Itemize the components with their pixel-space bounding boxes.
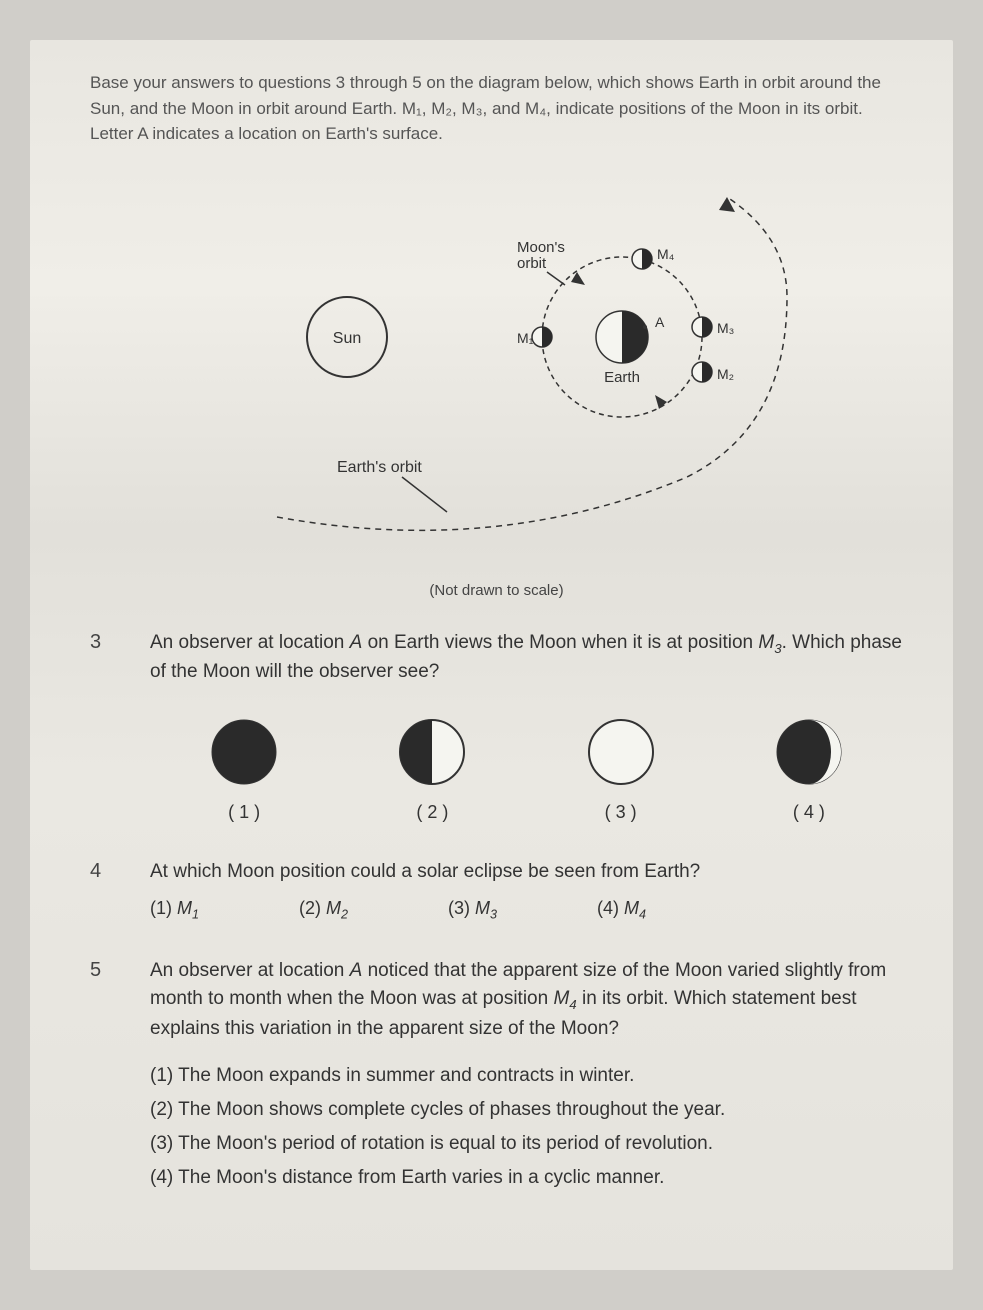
q4-text: At which Moon position could a solar ecl… bbox=[150, 858, 903, 887]
q5-text-m4: M bbox=[553, 988, 569, 1009]
earth-orbit-label: Earth's orbit bbox=[337, 459, 422, 476]
question-3: 3 An observer at location A on Earth vie… bbox=[90, 629, 903, 823]
q5-option-3: (3) The Moon's period of rotation is equ… bbox=[150, 1127, 903, 1161]
q3-option-1-label: ( 1 ) bbox=[228, 802, 260, 823]
q4-option-2: (2) M2 bbox=[299, 898, 348, 922]
phase-3-icon bbox=[586, 717, 656, 787]
sun-label: Sun bbox=[332, 330, 360, 347]
q5-text-a: A bbox=[350, 960, 363, 981]
earth-orbit-arrow bbox=[719, 197, 735, 212]
q3-option-3-label: ( 3 ) bbox=[605, 802, 637, 823]
q3-option-2: ( 2 ) bbox=[397, 717, 467, 823]
q3-option-2-label: ( 2 ) bbox=[416, 802, 448, 823]
svg-text:M₁: M₁ bbox=[517, 330, 534, 346]
q5-options: (1) The Moon expands in summer and contr… bbox=[150, 1059, 903, 1196]
m4-moon: M₄ bbox=[632, 246, 675, 269]
svg-text:M₂: M₂ bbox=[717, 366, 734, 382]
orbit-diagram: Sun A Earth M₁ bbox=[147, 177, 847, 557]
q3-text-m3: M bbox=[758, 632, 774, 653]
svg-text:M₄: M₄ bbox=[657, 246, 675, 262]
m3-moon: M₃ bbox=[692, 317, 734, 337]
q4-option-1: (1) M1 bbox=[150, 898, 199, 922]
q3-option-4-label: ( 4 ) bbox=[793, 802, 825, 823]
q3-text: An observer at location A on Earth views… bbox=[150, 629, 903, 687]
orbit-svg: Sun A Earth M₁ bbox=[147, 177, 847, 557]
a-label: A bbox=[655, 314, 665, 330]
earth-label: Earth bbox=[604, 369, 640, 386]
svg-text:M₃: M₃ bbox=[717, 320, 734, 336]
q3-number: 3 bbox=[90, 631, 120, 654]
worksheet-page: Base your answers to questions 3 through… bbox=[30, 40, 953, 1270]
m1-moon: M₁ bbox=[517, 327, 552, 347]
moon-orbit-arrow-bottom bbox=[655, 395, 667, 409]
phase-2-icon bbox=[397, 717, 467, 787]
q5-option-1: (1) The Moon expands in summer and contr… bbox=[150, 1059, 903, 1093]
earth-group: A bbox=[596, 311, 665, 363]
q3-text-part2: on Earth views the Moon when it is at po… bbox=[362, 632, 758, 653]
q5-text-part1: An observer at location bbox=[150, 960, 350, 981]
q3-option-3: ( 3 ) bbox=[586, 717, 656, 823]
moon-orbit-arrow-top bbox=[571, 272, 585, 285]
q4-options: (1) M1 (2) M2 (3) M3 (4) M4 bbox=[150, 898, 903, 922]
m2-moon: M₂ bbox=[692, 362, 734, 382]
earth-orbit-pointer bbox=[402, 477, 447, 512]
q4-option-3: (3) M3 bbox=[448, 898, 497, 922]
question-4: 4 At which Moon position could a solar e… bbox=[90, 858, 903, 922]
intro-text: Base your answers to questions 3 through… bbox=[90, 70, 903, 147]
q3-text-a: A bbox=[350, 632, 363, 653]
diagram-caption: (Not drawn to scale) bbox=[90, 582, 903, 599]
moon-orbit-label: Moon's orbit bbox=[517, 239, 569, 272]
q5-text: An observer at location A noticed that t… bbox=[150, 957, 903, 1044]
q4-number: 4 bbox=[90, 860, 120, 883]
phase-4-icon bbox=[774, 717, 844, 787]
q5-number: 5 bbox=[90, 959, 120, 982]
q3-option-1: ( 1 ) bbox=[209, 717, 279, 823]
q3-text-part1: An observer at location bbox=[150, 632, 350, 653]
q3-text-m3-sub: 3 bbox=[774, 640, 781, 655]
q5-option-2: (2) The Moon shows complete cycles of ph… bbox=[150, 1093, 903, 1127]
q3-options: ( 1 ) ( 2 ) ( 3 ) bbox=[150, 717, 903, 823]
q5-text-m4-sub: 4 bbox=[569, 997, 576, 1012]
phase-1-icon bbox=[209, 717, 279, 787]
q4-option-4: (4) M4 bbox=[597, 898, 646, 922]
q5-option-4: (4) The Moon's distance from Earth varie… bbox=[150, 1161, 903, 1195]
moon-orbit-pointer bbox=[547, 272, 565, 285]
q3-option-4: ( 4 ) bbox=[774, 717, 844, 823]
question-5: 5 An observer at location A noticed that… bbox=[90, 957, 903, 1195]
